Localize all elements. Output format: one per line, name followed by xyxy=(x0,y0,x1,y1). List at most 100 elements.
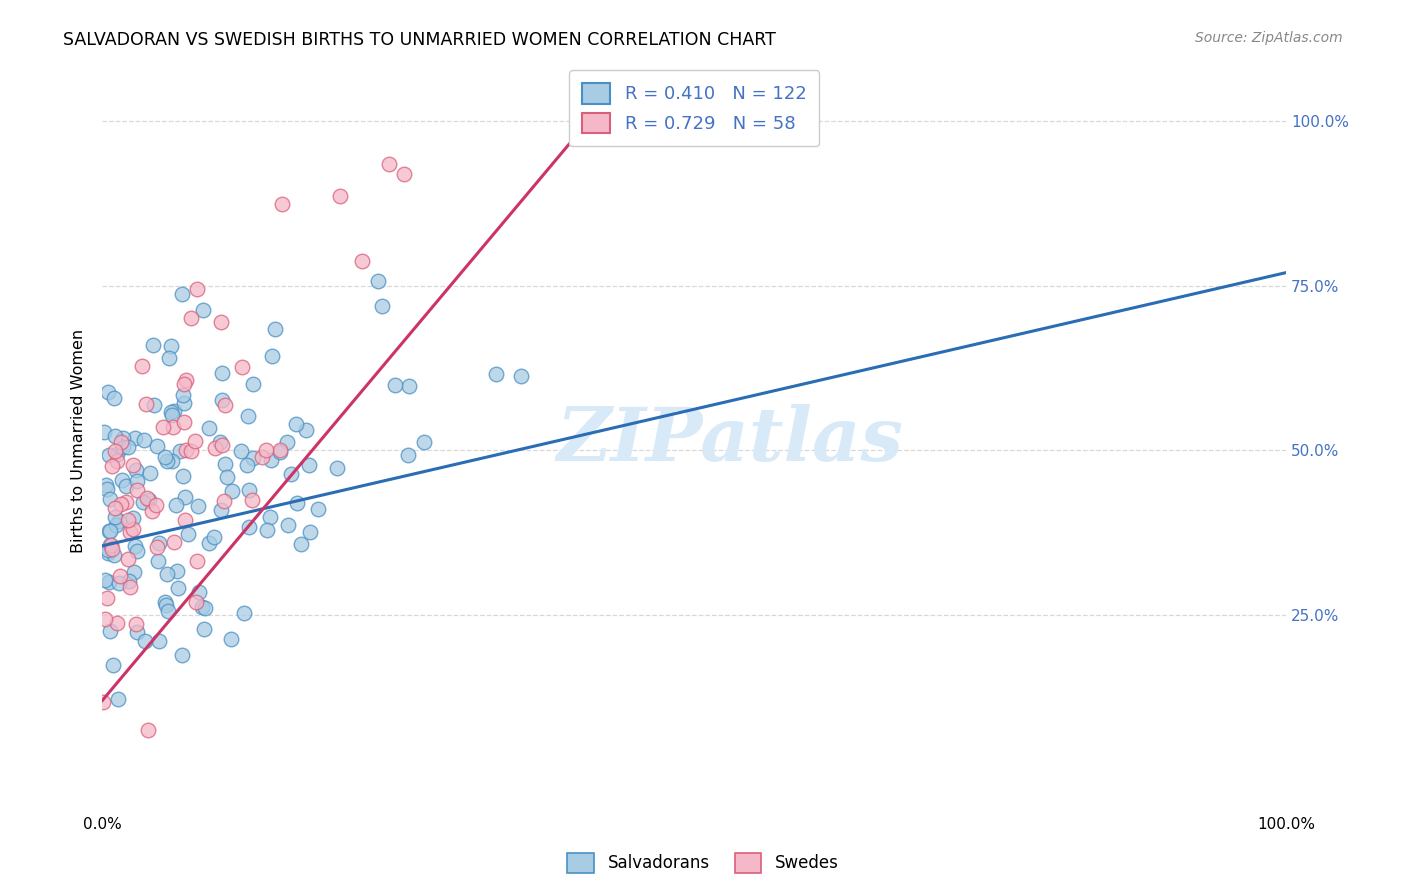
Point xyxy=(371,299,394,313)
Point xyxy=(396,448,419,462)
Point xyxy=(209,314,232,328)
Legend: R = 0.410   N = 122, R = 0.729   N = 58: R = 0.410 N = 122, R = 0.729 N = 58 xyxy=(569,70,820,146)
Point xyxy=(160,408,183,422)
Point xyxy=(163,404,186,418)
Point xyxy=(162,420,184,434)
Point xyxy=(118,574,141,589)
Point xyxy=(122,565,145,579)
Point xyxy=(229,444,252,458)
Point xyxy=(110,569,132,583)
Point xyxy=(211,438,233,452)
Point xyxy=(146,540,169,554)
Point xyxy=(167,582,190,596)
Point xyxy=(131,359,153,373)
Point xyxy=(135,397,157,411)
Point xyxy=(100,524,122,539)
Point xyxy=(298,525,321,540)
Point xyxy=(125,617,148,632)
Point xyxy=(157,351,180,365)
Point xyxy=(97,524,120,538)
Point xyxy=(97,448,120,462)
Point xyxy=(194,601,217,615)
Point xyxy=(285,496,308,510)
Point xyxy=(142,398,165,412)
Point xyxy=(352,253,374,268)
Point xyxy=(120,580,142,594)
Point xyxy=(290,537,312,551)
Point xyxy=(135,491,157,506)
Text: ZIPatlas: ZIPatlas xyxy=(557,404,903,477)
Point xyxy=(280,467,302,482)
Legend: Salvadorans, Swedes: Salvadorans, Swedes xyxy=(561,847,845,880)
Point xyxy=(114,479,136,493)
Point xyxy=(100,538,122,552)
Point xyxy=(172,648,194,662)
Point xyxy=(105,454,128,468)
Point xyxy=(172,469,194,483)
Point xyxy=(117,513,139,527)
Point xyxy=(252,450,274,464)
Point xyxy=(263,322,285,336)
Point xyxy=(173,396,195,410)
Point xyxy=(104,501,127,516)
Point xyxy=(98,624,121,639)
Point xyxy=(142,338,165,352)
Point xyxy=(285,417,308,431)
Point xyxy=(107,615,129,630)
Point xyxy=(125,483,148,497)
Point xyxy=(188,585,211,599)
Point xyxy=(214,493,236,508)
Point xyxy=(197,421,219,435)
Point xyxy=(209,503,232,517)
Point xyxy=(122,522,145,536)
Point xyxy=(180,443,202,458)
Point xyxy=(156,603,179,617)
Point xyxy=(187,499,209,513)
Point xyxy=(97,384,120,399)
Point xyxy=(124,431,146,445)
Point xyxy=(378,157,401,171)
Point xyxy=(193,303,215,318)
Point xyxy=(204,442,226,456)
Point xyxy=(117,440,139,454)
Point xyxy=(107,514,129,528)
Point xyxy=(202,529,225,543)
Point xyxy=(122,458,145,472)
Point xyxy=(148,536,170,550)
Point xyxy=(146,554,169,568)
Point xyxy=(485,367,508,381)
Point xyxy=(153,450,176,464)
Point xyxy=(326,460,349,475)
Point xyxy=(295,423,318,437)
Point xyxy=(97,543,120,558)
Point xyxy=(94,574,117,588)
Point xyxy=(231,359,253,374)
Point xyxy=(329,189,352,203)
Point xyxy=(104,517,127,532)
Point xyxy=(117,552,139,566)
Point xyxy=(96,591,118,606)
Point xyxy=(110,434,132,449)
Point xyxy=(145,498,167,512)
Point xyxy=(186,282,208,296)
Point xyxy=(240,493,263,508)
Point xyxy=(173,376,195,391)
Point xyxy=(152,419,174,434)
Point xyxy=(155,598,177,612)
Point xyxy=(110,497,132,511)
Point xyxy=(242,451,264,466)
Point xyxy=(384,377,406,392)
Point xyxy=(166,564,188,578)
Point xyxy=(413,435,436,450)
Point xyxy=(104,444,127,458)
Point xyxy=(97,574,120,589)
Point xyxy=(510,369,533,384)
Point xyxy=(159,404,181,418)
Point xyxy=(94,612,117,626)
Point xyxy=(163,535,186,549)
Point xyxy=(214,398,236,412)
Point xyxy=(174,443,197,458)
Point xyxy=(160,338,183,352)
Point xyxy=(298,458,321,472)
Point xyxy=(97,546,120,560)
